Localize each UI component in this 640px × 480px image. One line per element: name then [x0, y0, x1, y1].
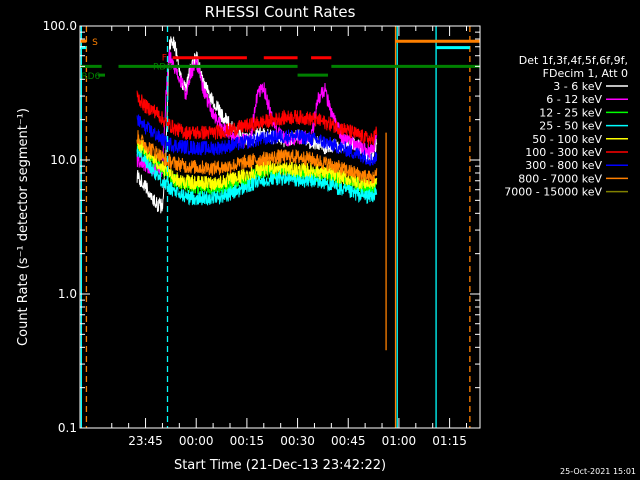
x-tick-label-2: 00:15	[230, 434, 265, 448]
x-tick-label-4: 00:45	[331, 434, 366, 448]
legend-entry-label-4: 50 - 100 keV	[532, 133, 602, 146]
data-layer	[136, 36, 378, 214]
flag-label-4: RD6	[81, 72, 100, 82]
legend-entry-label-7: 800 - 7000 keV	[518, 172, 602, 185]
series-line-3	[136, 146, 378, 206]
x-tick-label-0: 23:45	[128, 434, 163, 448]
x-tick-label-5: 01:00	[382, 434, 417, 448]
x-tick-label-1: 00:00	[179, 434, 214, 448]
series-line-7	[136, 130, 378, 185]
flag-label-0: S	[92, 38, 98, 48]
footer-timestamp: 25-Oct-2021 15:01	[560, 467, 636, 476]
y-tick-label-3: 100.0	[43, 19, 77, 33]
plot-frame	[79, 25, 481, 429]
legend-entry-label-2: 12 - 25 keV	[539, 106, 602, 119]
series-line-5	[136, 90, 378, 146]
x-axis-label: Start Time (21-Dec-13 23:42:22)	[174, 458, 386, 473]
legend-entry-label-5: 100 - 300 keV	[525, 146, 602, 159]
x-tick-label-3: 00:30	[280, 434, 315, 448]
legend-entry-label-6: 300 - 800 keV	[525, 159, 602, 172]
legend-entry-label-8: 7000 - 15000 keV	[504, 186, 602, 199]
flag-label-3: RDC	[153, 62, 172, 72]
y-axis-label: Count Rate (s⁻¹ detector segment⁻¹)	[16, 108, 31, 346]
y-tick-label-1: 1.0	[58, 287, 77, 301]
chart-title: RHESSI Count Rates	[205, 3, 356, 21]
flag-label-2: F	[162, 54, 167, 64]
y-tick-label-0: 0.1	[58, 421, 77, 435]
legend-header-1: FDecim 1, Att 0	[543, 67, 628, 80]
legend-header-0: Det 1f,3f,4f,5f,6f,9f,	[519, 54, 628, 67]
x-tick-label-6: 01:15	[432, 434, 467, 448]
axis-layer: 23:45 00:00 00:15 00:30 00:45 01:00 01:15 0.1 1.…	[43, 19, 480, 448]
legend-entry-label-3: 25 - 50 keV	[539, 120, 602, 133]
y-tick-label-2: 10.0	[50, 153, 77, 167]
legend-entry-label-0: 3 - 6 keV	[553, 80, 602, 93]
series-line-6	[136, 114, 378, 167]
legend-entry-label-1: 6 - 12 keV	[546, 93, 602, 106]
legend: Det 1f,3f,4f,5f,6f,9f,FDecim 1, Att 03 -…	[504, 54, 628, 199]
